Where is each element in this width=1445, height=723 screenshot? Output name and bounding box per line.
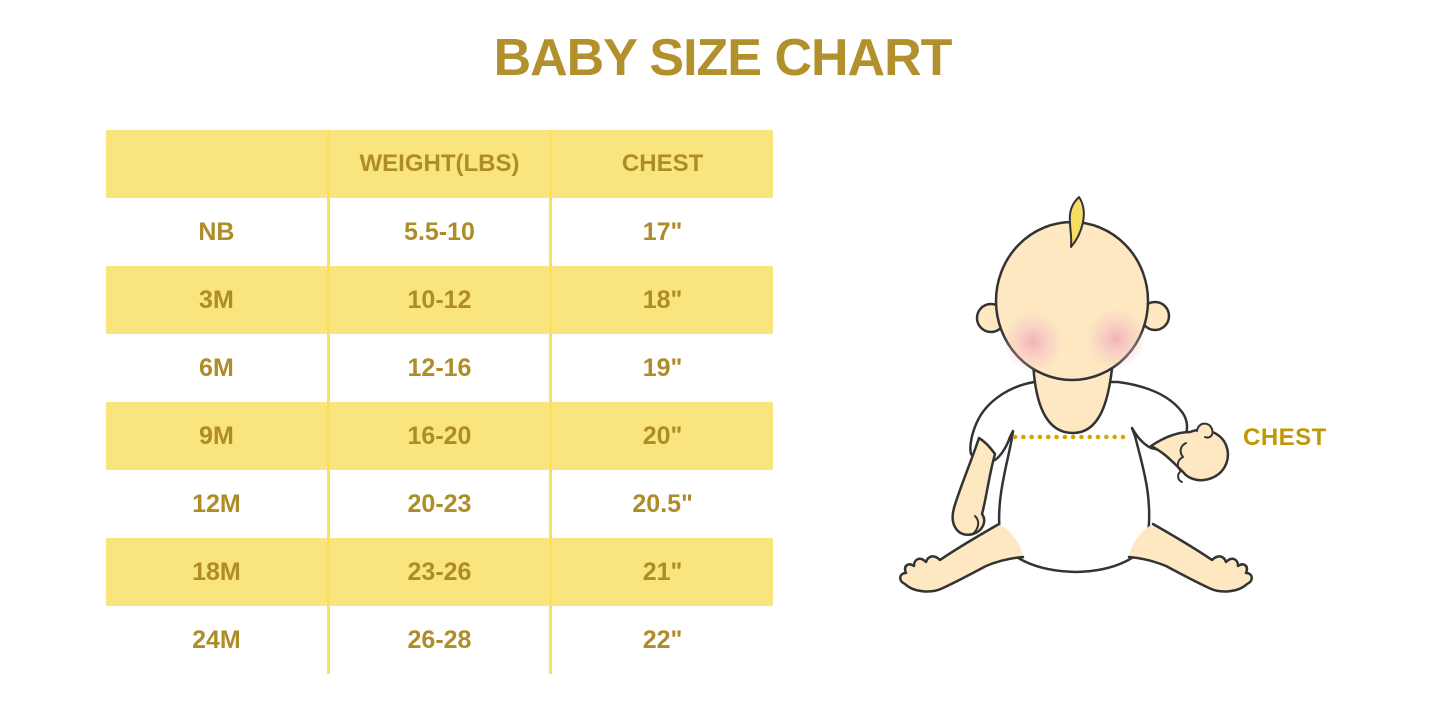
size-cell: 9M: [199, 421, 234, 450]
weight-cell: 16-20: [326, 402, 551, 470]
table-row: 6M 12-16 19": [106, 334, 773, 402]
chest-cell: 20.5": [549, 470, 773, 538]
header-chest: CHEST: [549, 130, 773, 198]
chest-measurement-label: CHEST: [1243, 424, 1327, 451]
table-header-row: WEIGHT(LBS) CHEST: [106, 130, 773, 198]
baby-hair-curl: [1068, 196, 1085, 248]
chest-cell: 21": [549, 538, 773, 606]
weight-cell: 10-12: [326, 266, 551, 334]
baby-left-hand-finger: [972, 515, 980, 535]
baby-illustration: [899, 196, 1253, 593]
chest-cell: 17": [549, 198, 773, 266]
page-title: BABY SIZE CHART: [493, 29, 953, 87]
size-cell: 24M: [192, 625, 241, 654]
size-cell: 12M: [192, 489, 241, 518]
size-cell: 18M: [192, 557, 241, 586]
baby-right-leg: [1129, 524, 1252, 592]
baby-right-arm: [1149, 428, 1230, 482]
chest-cell: 22": [549, 606, 773, 674]
size-cell: 6M: [199, 353, 234, 382]
table-row: 18M 23-26 21": [106, 538, 773, 606]
table-row: 9M 16-20 20": [106, 402, 773, 470]
weight-cell: 20-23: [326, 470, 551, 538]
size-cell: NB: [198, 217, 235, 246]
size-cell: 3M: [199, 285, 234, 314]
weight-cell: 5.5-10: [326, 198, 551, 266]
baby-size-table: WEIGHT(LBS) CHEST NB 5.5-10 17" 3M 10-12…: [106, 130, 773, 674]
baby-thumb: [1196, 422, 1214, 439]
header-size: [106, 130, 328, 198]
header-weight: WEIGHT(LBS): [326, 130, 551, 198]
weight-cell: 23-26: [326, 538, 551, 606]
chest-cell: 19": [549, 334, 773, 402]
table-row: NB 5.5-10 17": [106, 198, 773, 266]
chest-cell: 20": [549, 402, 773, 470]
weight-cell: 12-16: [326, 334, 551, 402]
chest-cell: 18": [549, 266, 773, 334]
table-row: 3M 10-12 18": [106, 266, 773, 334]
baby-left-arm: [951, 436, 997, 537]
baby-left-leg: [900, 524, 1023, 592]
baby-left-cheek: [1003, 312, 1063, 372]
baby-fist-fingers: [1176, 442, 1187, 483]
baby-right-cheek: [1086, 309, 1146, 369]
table-row: 24M 26-28 22": [106, 606, 773, 674]
table-row: 12M 20-23 20.5": [106, 470, 773, 538]
weight-cell: 26-28: [326, 606, 551, 674]
